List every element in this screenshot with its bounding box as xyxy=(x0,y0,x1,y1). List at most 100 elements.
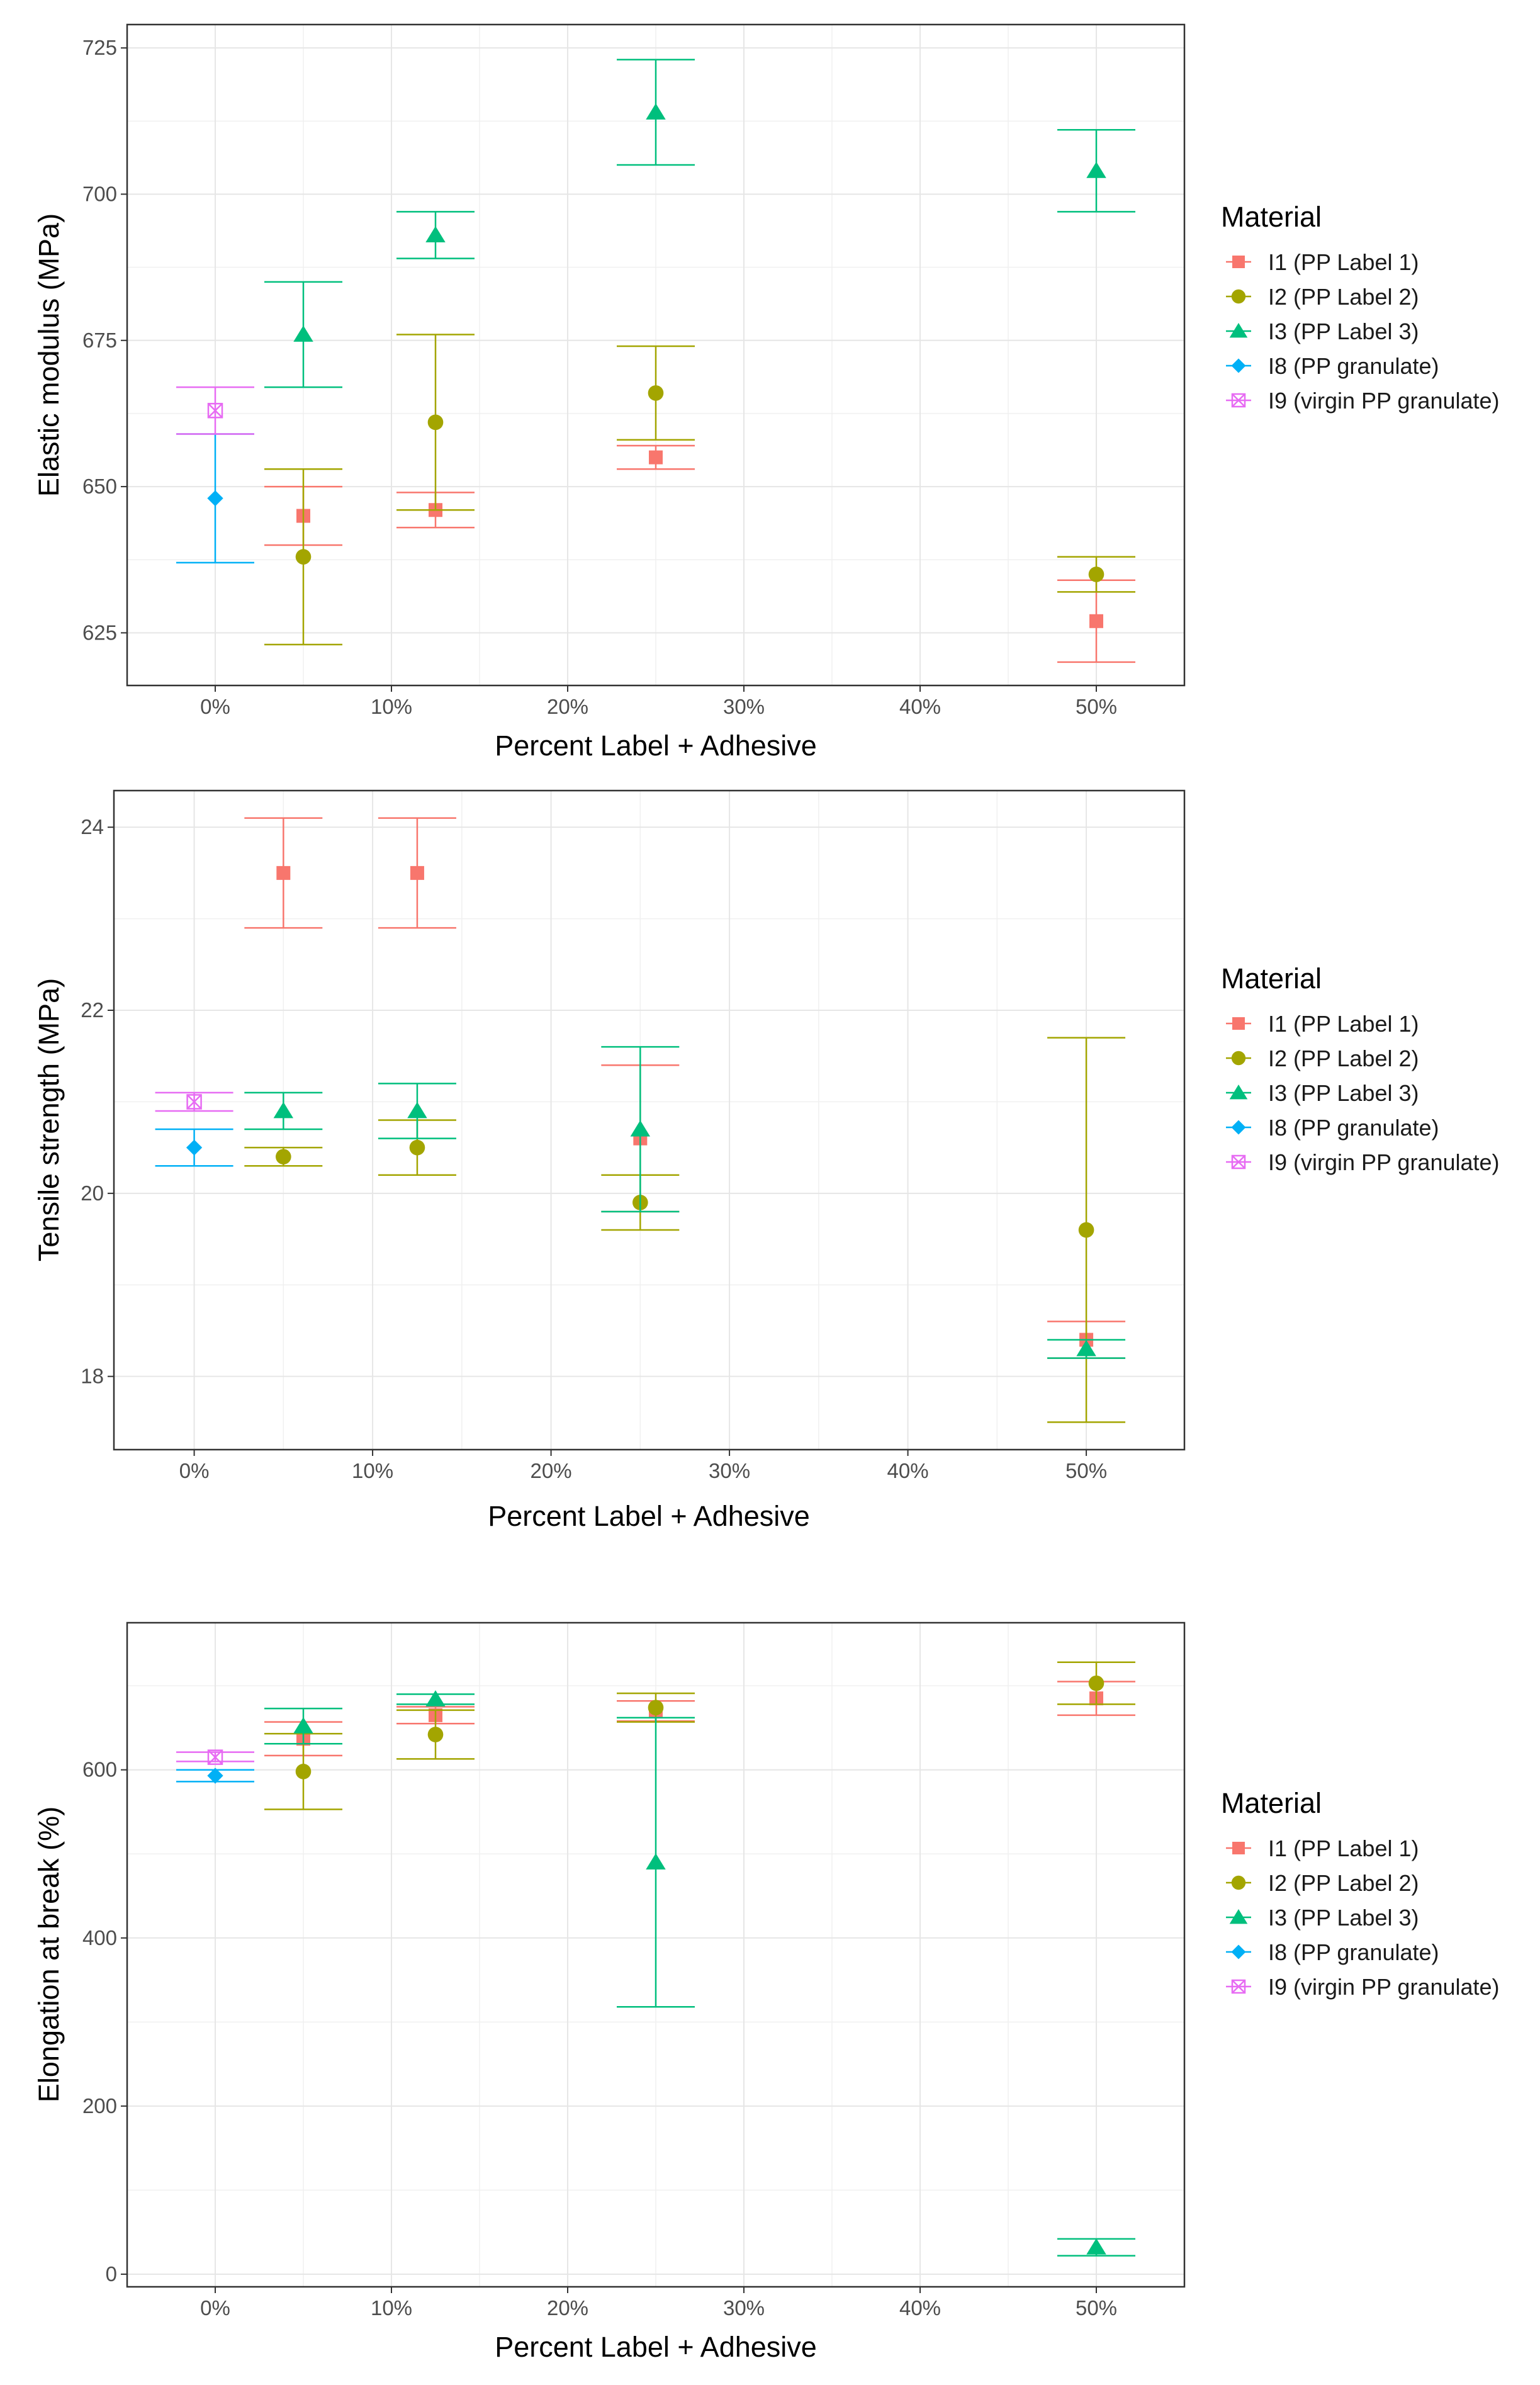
data-point-group xyxy=(1057,2238,1135,2257)
data-point-square xyxy=(649,450,663,465)
data-point-circle xyxy=(427,414,444,431)
y-tick-label: 24 xyxy=(81,815,104,838)
legend-label: I1 (PP Label 1) xyxy=(1268,1011,1419,1037)
y-axis-title: Tensile strength (MPa) xyxy=(33,978,65,1261)
data-point-group xyxy=(244,1091,323,1130)
data-point-circle xyxy=(1088,1675,1104,1691)
legend: Material I1 (PP Label 1) I2 (PP Label 2) I3… xyxy=(1221,201,1500,414)
legend-key-square xyxy=(1232,1842,1245,1854)
data-marks xyxy=(176,59,1135,663)
data-point-triangle xyxy=(407,1102,427,1119)
y-tick-label: 18 xyxy=(81,1365,104,1388)
x-tick-label: 0% xyxy=(200,2296,230,2320)
legend-key-diamond xyxy=(1231,358,1246,373)
legend-label: I8 (PP granulate) xyxy=(1268,1115,1439,1141)
marker-cross-b xyxy=(1232,393,1245,407)
y-tick-label: 700 xyxy=(82,182,117,205)
legend-label: I1 (PP Label 1) xyxy=(1268,1835,1419,1861)
data-point-circle xyxy=(648,1700,664,1716)
legend-label: I8 (PP granulate) xyxy=(1268,353,1439,379)
legend-label: I9 (virgin PP granulate) xyxy=(1268,388,1500,414)
legend-entry: I8 (PP granulate) xyxy=(1226,1939,1439,1965)
data-point-group xyxy=(1057,556,1135,593)
data-point-square xyxy=(1089,614,1103,628)
data-point-group xyxy=(396,211,475,259)
legend-entry: I9 (virgin PP granulate) xyxy=(1226,388,1500,414)
legend-key-triangle xyxy=(1229,1909,1248,1924)
legend-key-circle xyxy=(1231,1051,1246,1066)
legend-key-boxed-x xyxy=(1231,393,1246,408)
data-point-group xyxy=(617,59,695,166)
y-tick-label: 200 xyxy=(82,2094,117,2117)
marker-cross-b xyxy=(1232,1980,1245,1993)
x-tick-label: 50% xyxy=(1065,1459,1107,1482)
y-tick-label: 650 xyxy=(82,475,117,498)
y-axis-ticks: 18 20 22 24 xyxy=(81,815,114,1388)
minor-grid xyxy=(114,791,1184,1450)
data-point-group xyxy=(396,1690,475,1706)
y-tick-label: 625 xyxy=(82,621,117,644)
legend-key-diamond xyxy=(1231,1944,1246,1959)
x-axis-ticks: 0% 10% 20% 30% 40% 50% xyxy=(200,685,1117,718)
elongation-panel: 0 200 400 600 0% 10% 20% 30% 40% 50% Percent Lab… xyxy=(33,1621,1186,2363)
legend-entry: I3 (PP Label 3) xyxy=(1226,319,1419,344)
y-tick-label: 600 xyxy=(82,1758,117,1781)
data-point-diamond xyxy=(207,490,223,507)
data-point-group xyxy=(378,1083,456,1139)
legend-entry: I2 (PP Label 2) xyxy=(1226,284,1419,310)
x-tick-label: 40% xyxy=(887,1459,929,1482)
x-axis-title: Percent Label + Adhesive xyxy=(495,2331,817,2363)
legend-entry: I8 (PP granulate) xyxy=(1226,1115,1439,1141)
legend: Material I1 (PP Label 1) I2 (PP Label 2) I3… xyxy=(1221,1787,1500,2000)
legend-entry: I2 (PP Label 2) xyxy=(1226,1870,1419,1896)
data-point-group xyxy=(617,345,695,441)
legend-key-square xyxy=(1232,1017,1245,1030)
data-point-group xyxy=(601,1046,680,1213)
y-tick-label: 400 xyxy=(82,1926,117,1949)
data-point-diamond xyxy=(186,1139,203,1156)
data-point-group xyxy=(617,444,695,470)
legend-label: I2 (PP Label 2) xyxy=(1268,1870,1419,1896)
data-marks xyxy=(155,817,1126,1423)
data-point-triangle xyxy=(425,1690,446,1706)
legend-key-square xyxy=(1232,256,1245,268)
data-point-triangle xyxy=(646,103,666,120)
data-point-group xyxy=(155,1128,233,1167)
legend-title: Material xyxy=(1221,1787,1322,1819)
legend-label: I9 (virgin PP granulate) xyxy=(1268,1149,1500,1175)
x-tick-label: 40% xyxy=(899,2296,941,2320)
x-tick-label: 0% xyxy=(179,1459,210,1482)
x-tick-label: 0% xyxy=(200,695,230,718)
plot-border xyxy=(126,1621,1186,2288)
data-point-group xyxy=(396,334,475,511)
data-point-group xyxy=(176,1768,254,1784)
data-point-circle xyxy=(295,1764,312,1779)
data-point-triangle xyxy=(1086,162,1106,178)
data-point-triangle xyxy=(293,1717,313,1734)
legend-entry: I1 (PP Label 1) xyxy=(1226,249,1419,275)
legend-key-triangle xyxy=(1229,323,1248,338)
x-tick-label: 10% xyxy=(371,2296,412,2320)
data-point-group xyxy=(1047,1339,1126,1359)
legend-key-circle xyxy=(1231,289,1246,304)
x-tick-label: 10% xyxy=(371,695,412,718)
y-tick-label: 0 xyxy=(106,2262,117,2286)
data-point-circle xyxy=(1078,1222,1094,1238)
x-tick-label: 20% xyxy=(531,1459,572,1482)
x-axis-title: Percent Label + Adhesive xyxy=(488,1500,810,1532)
data-point-triangle xyxy=(630,1120,651,1137)
marker-cross-b xyxy=(186,1094,202,1110)
data-point-triangle xyxy=(1076,1339,1096,1356)
legend-entry: I2 (PP Label 2) xyxy=(1226,1046,1419,1071)
data-point-group xyxy=(264,1707,342,1745)
data-point-triangle xyxy=(273,1102,294,1119)
marker-cross-b xyxy=(1232,1155,1245,1169)
legend-entry: I8 (PP granulate) xyxy=(1226,353,1439,379)
data-point-triangle xyxy=(1086,2238,1106,2255)
marker-box xyxy=(1231,1979,1246,1994)
x-tick-label: 30% xyxy=(709,1459,750,1482)
legend-entry: I9 (virgin PP granulate) xyxy=(1226,1974,1500,2000)
marker-box xyxy=(1231,393,1246,408)
data-point-group xyxy=(396,1709,475,1760)
